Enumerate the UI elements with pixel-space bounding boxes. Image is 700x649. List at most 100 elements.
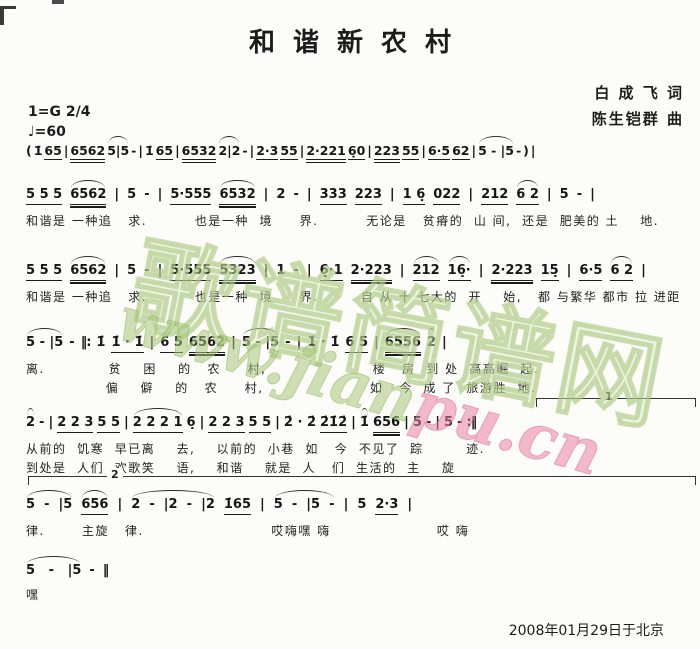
note-group: 2	[426, 328, 437, 350]
barline: |	[299, 143, 305, 158]
note-group: 6562	[70, 256, 107, 284]
note-group: 1̇ · 1̇	[111, 335, 144, 353]
date-annotation: 2008年01月29日于北京	[508, 623, 664, 639]
barline: |	[351, 415, 356, 430]
composer-credit: 陈生铠群 曲	[591, 110, 684, 129]
note-group: 2·223	[350, 263, 392, 284]
note-group: 2 - |2 - |2	[131, 490, 215, 512]
barline: |	[546, 187, 552, 202]
note-group: (	[26, 143, 32, 158]
note-group: 5	[127, 187, 137, 202]
note-group: 6̣·1	[319, 263, 343, 281]
note-group: 2	[26, 408, 36, 430]
first-ending-bracket: 1	[536, 390, 696, 407]
barline: |	[478, 263, 484, 278]
barline: |	[374, 335, 379, 350]
note-group: 1 6̣	[402, 187, 426, 205]
barline: |	[407, 497, 413, 512]
barline: |	[399, 263, 405, 278]
music-system: 5 - |5- ‖: 1̇ 1̇ · 1̇ | 6 5 6562 | 5 - |5- | 1̇ · …	[26, 326, 694, 396]
barline: |	[138, 143, 143, 158]
note-group: -	[89, 563, 95, 578]
barline: |	[367, 143, 372, 158]
barline: |	[343, 497, 349, 512]
barline: |	[468, 187, 474, 202]
note-group: 656	[81, 490, 109, 515]
note-group: 16̣·	[447, 256, 471, 281]
note-group: 5	[357, 497, 367, 512]
note-group: 2|2	[218, 135, 241, 158]
notes-row: 5 - |5- ‖: 1̇ 1̇ · 1̇ | 6 5 6562 | 5 - |5- | 1̇ · …	[26, 326, 694, 356]
note-group: 5 5 5	[26, 263, 63, 281]
note-group: 5 - |5	[26, 556, 82, 578]
barline: |	[590, 187, 595, 202]
barline: |	[114, 187, 120, 202]
barline: |	[249, 143, 255, 158]
note-group: 2 2 2 1	[132, 408, 183, 433]
barline: |	[471, 143, 477, 158]
lyric-row: 离. 贫 困 的 农 村, 楼 房 到 处 高高崛 起.	[26, 361, 540, 376]
music-system: 5 5 5 6562 | 5- | 5·555 6532 | 2- | 333 223 | 1 6̣ 022…	[26, 178, 694, 229]
note-group: 656	[372, 415, 401, 436]
note-group: -	[293, 187, 299, 202]
note-group: 6·5	[427, 143, 451, 161]
lyric-row: 和谐是 一种追 求. 也是一种 境 界. 无论是 贫瘠的 山 间, 还是 肥美的…	[26, 213, 660, 228]
notes-row: (1̇ 65 | 6562 5|5- | 1̇ 65 | 6532 2|2- | 2·3 55 | 2·221…	[26, 134, 694, 164]
note-group: 223	[354, 187, 382, 205]
note-group: 5	[559, 187, 569, 202]
note-group: 2 2 3	[208, 415, 245, 433]
note-group: 2̇ · 2̇	[283, 415, 317, 430]
barline: |	[149, 335, 155, 350]
music-system: (1̇ 65 | 6562 5|5- | 1̇ 65 | 6532 2|2- | 2·3 55 | 2·221…	[26, 134, 694, 164]
note-group: 1̇	[359, 408, 369, 430]
note-group: 2̇1̇2̇	[320, 415, 348, 433]
note-group: 6 2	[516, 180, 539, 205]
scan-artifact	[0, 6, 16, 25]
notes-row: 5 - |5- ‖	[26, 554, 694, 579]
scan-artifact	[52, 0, 64, 4]
note-group: 55	[401, 143, 420, 161]
barline: |	[175, 143, 180, 158]
lyricist-credit: 白 成 飞 词	[594, 84, 684, 102]
tempo-marking: ♩=60	[28, 124, 66, 140]
lyric-row: 到处是 人们 欢歌笑 语, 和谐 就是 人 们 生活的 主 旋	[26, 460, 456, 475]
note-group: 5 - |5 -	[273, 490, 335, 512]
barline: |	[435, 415, 441, 430]
barline: |	[63, 143, 69, 158]
barline: |	[263, 187, 269, 202]
note-group: 212	[412, 256, 440, 281]
lyric-row: 律. 主旋 律. 哎嗨嘿 嗨 哎 嗨	[26, 523, 470, 538]
note-group: 5 - |5	[26, 490, 73, 512]
note-group: 1̇	[96, 335, 106, 350]
note-group: 5	[412, 415, 422, 430]
note-group: 2	[276, 187, 286, 202]
note-group: 65	[155, 143, 174, 161]
volta-label: 2	[107, 468, 123, 481]
note-group: 6 5	[160, 335, 183, 353]
key-signature: 1=G 2/4	[28, 104, 91, 120]
note-group: 6562	[70, 180, 107, 208]
note-group: ‖	[102, 563, 109, 578]
barline: |	[404, 415, 409, 430]
note-group: 62	[452, 143, 470, 161]
note-group: 5	[127, 263, 137, 278]
barline: |	[389, 187, 395, 202]
barline: |	[296, 335, 302, 350]
note-group: -	[285, 335, 291, 350]
note-group: 5 - |5	[241, 328, 280, 350]
barline: |	[421, 143, 426, 158]
note-group: 6556	[384, 328, 422, 356]
note-group: 5|5	[107, 135, 130, 158]
barline: |	[442, 335, 447, 350]
second-ending-bracket: 2	[28, 468, 696, 485]
lyric-row: 和谐是 一种追 求. 也是一种 境 界. 自 从 十 七大的 开 始, 都 与繁…	[26, 289, 681, 304]
note-group: 6·5	[579, 263, 603, 281]
barline: |	[199, 415, 205, 430]
lyric-row: 偏 僻 的 农 村, 如 今 成 了 旅游胜 地.	[26, 380, 537, 395]
barline: |	[275, 415, 280, 430]
credits: 白 成 飞 词 陈生铠群 曲	[592, 80, 684, 133]
note-group: 5 5	[248, 415, 272, 433]
barline: |	[566, 263, 572, 278]
note-group: 6562	[70, 143, 106, 164]
note-group: 5 - |5	[478, 135, 514, 158]
